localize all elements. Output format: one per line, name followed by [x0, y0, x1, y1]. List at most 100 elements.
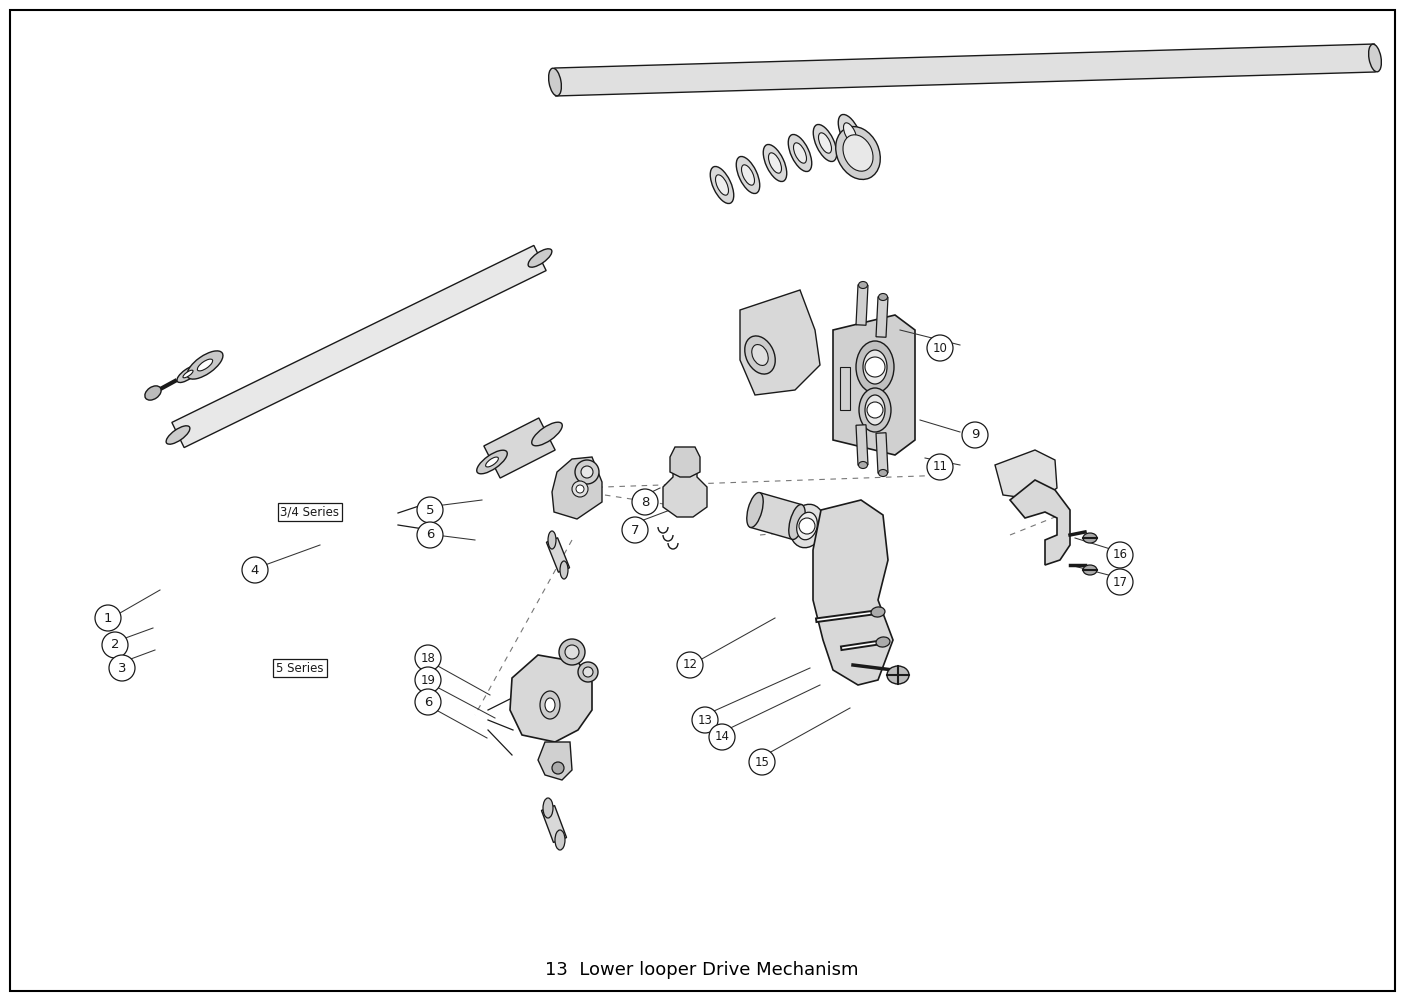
Ellipse shape	[843, 135, 873, 171]
Text: 9: 9	[971, 428, 979, 441]
Text: 2: 2	[111, 639, 119, 652]
Ellipse shape	[763, 144, 787, 181]
Ellipse shape	[769, 153, 781, 173]
Ellipse shape	[871, 607, 885, 617]
Circle shape	[572, 481, 589, 497]
Text: 12: 12	[683, 659, 697, 672]
Ellipse shape	[542, 798, 554, 818]
Text: 14: 14	[715, 731, 729, 744]
Text: 5 Series: 5 Series	[277, 662, 323, 675]
Polygon shape	[555, 44, 1375, 96]
Ellipse shape	[839, 114, 861, 151]
Polygon shape	[552, 457, 601, 519]
Polygon shape	[483, 418, 555, 478]
Circle shape	[414, 645, 441, 671]
Text: 17: 17	[1113, 576, 1127, 589]
Text: 6: 6	[424, 696, 433, 709]
Text: 10: 10	[933, 341, 947, 354]
Ellipse shape	[540, 691, 561, 719]
Ellipse shape	[548, 68, 562, 96]
Ellipse shape	[545, 698, 555, 712]
Text: 8: 8	[641, 495, 649, 509]
Text: 5: 5	[426, 504, 434, 517]
Circle shape	[962, 422, 988, 448]
Circle shape	[417, 522, 443, 548]
Polygon shape	[995, 450, 1057, 500]
Text: 11: 11	[933, 460, 947, 473]
Polygon shape	[833, 315, 915, 455]
Polygon shape	[840, 367, 850, 410]
Polygon shape	[1010, 480, 1071, 565]
Polygon shape	[856, 424, 868, 465]
Text: 6: 6	[426, 529, 434, 542]
Ellipse shape	[819, 133, 832, 153]
Circle shape	[710, 724, 735, 750]
Ellipse shape	[836, 126, 881, 179]
Ellipse shape	[166, 425, 190, 444]
Polygon shape	[541, 806, 566, 843]
Ellipse shape	[752, 344, 769, 365]
Polygon shape	[740, 290, 821, 395]
Ellipse shape	[183, 370, 192, 377]
Circle shape	[622, 517, 648, 543]
Ellipse shape	[1083, 533, 1097, 543]
Ellipse shape	[878, 469, 888, 476]
Circle shape	[242, 557, 268, 583]
Polygon shape	[510, 655, 592, 742]
Text: 13: 13	[697, 714, 712, 727]
Polygon shape	[750, 492, 802, 540]
Circle shape	[867, 402, 882, 418]
Ellipse shape	[197, 359, 212, 371]
Polygon shape	[547, 538, 569, 573]
Ellipse shape	[856, 341, 894, 393]
Ellipse shape	[1083, 565, 1097, 575]
Circle shape	[583, 667, 593, 677]
Ellipse shape	[548, 531, 556, 549]
Circle shape	[927, 454, 953, 480]
Circle shape	[96, 605, 121, 631]
Circle shape	[577, 662, 599, 682]
Circle shape	[1107, 542, 1132, 568]
Ellipse shape	[561, 561, 568, 579]
Circle shape	[632, 489, 658, 515]
Circle shape	[582, 466, 593, 478]
Ellipse shape	[742, 165, 754, 185]
Ellipse shape	[887, 666, 909, 684]
Circle shape	[693, 707, 718, 733]
Polygon shape	[538, 742, 572, 780]
Ellipse shape	[877, 637, 889, 647]
Ellipse shape	[531, 422, 562, 445]
Circle shape	[417, 497, 443, 523]
Circle shape	[799, 518, 815, 534]
Text: 3: 3	[118, 662, 126, 675]
Polygon shape	[875, 432, 888, 473]
Polygon shape	[813, 500, 894, 685]
Ellipse shape	[863, 350, 887, 384]
Polygon shape	[856, 284, 868, 325]
Ellipse shape	[715, 175, 728, 195]
Ellipse shape	[736, 156, 760, 193]
Polygon shape	[663, 462, 707, 517]
Ellipse shape	[187, 351, 223, 379]
Circle shape	[749, 749, 776, 775]
Ellipse shape	[858, 281, 867, 288]
Circle shape	[865, 357, 885, 377]
Ellipse shape	[1368, 44, 1381, 72]
Text: 13  Lower looper Drive Mechanism: 13 Lower looper Drive Mechanism	[545, 961, 858, 979]
Text: 19: 19	[420, 674, 436, 687]
Polygon shape	[875, 296, 888, 337]
Circle shape	[575, 460, 599, 484]
Circle shape	[565, 645, 579, 659]
Ellipse shape	[528, 249, 552, 267]
Circle shape	[110, 655, 135, 681]
Ellipse shape	[788, 505, 805, 540]
Ellipse shape	[865, 395, 885, 425]
Text: 1: 1	[104, 612, 112, 625]
Ellipse shape	[790, 505, 825, 548]
Circle shape	[559, 639, 584, 665]
Circle shape	[677, 652, 702, 678]
Ellipse shape	[745, 336, 776, 374]
Text: 4: 4	[251, 564, 259, 577]
Ellipse shape	[555, 830, 565, 850]
Ellipse shape	[878, 293, 888, 300]
